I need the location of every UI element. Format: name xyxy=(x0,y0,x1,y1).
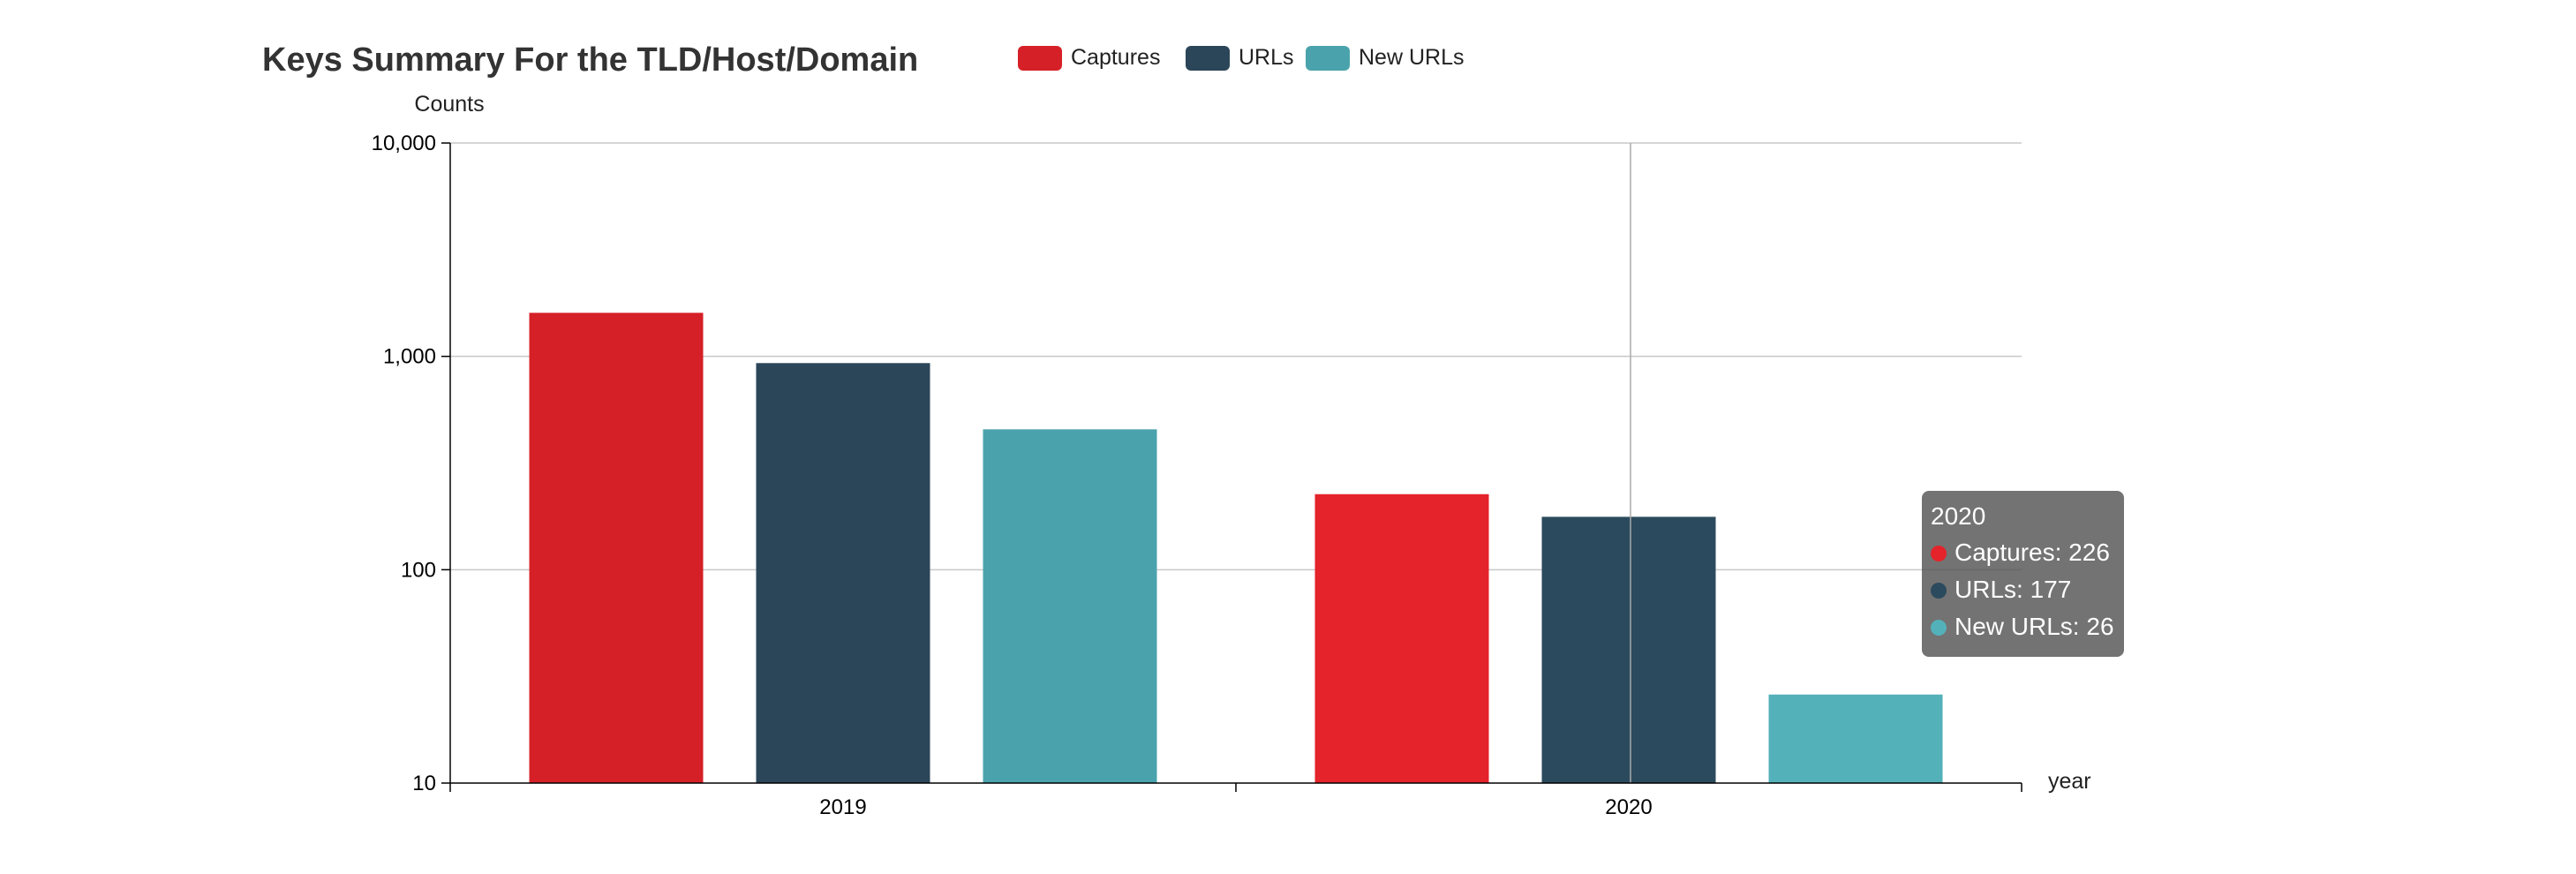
urls-dot-icon xyxy=(1931,583,1947,599)
x-axis-label: year xyxy=(2048,769,2091,794)
y-tick-label-10: 10 xyxy=(412,772,436,795)
axes: 10 100 1,000 10,000 2019 2020 xyxy=(372,132,2022,819)
bar-new-urls-2020[interactable] xyxy=(1768,694,1943,783)
chart-title: Keys Summary For the TLD/Host/Domain xyxy=(262,41,918,79)
x-tick-label-2020: 2020 xyxy=(1605,795,1652,819)
legend-label-urls: URLs xyxy=(1239,45,1294,70)
tooltip-row-urls: URLs: 177 xyxy=(1931,571,2124,608)
legend-swatch-urls xyxy=(1186,46,1230,71)
tooltip-new-urls-text: New URLs: 26 xyxy=(1955,613,2114,640)
legend-swatch-new-urls xyxy=(1306,46,1350,71)
bar-captures-2020[interactable] xyxy=(1314,494,1489,783)
legend-item-new-urls[interactable]: New URLs xyxy=(1306,45,1464,71)
gridlines xyxy=(450,142,2022,571)
tooltip-title: 2020 xyxy=(1931,502,1986,530)
legend-item-urls[interactable]: URLs xyxy=(1186,45,1294,71)
legend[interactable]: Captures URLs New URLs xyxy=(1018,45,1464,71)
y-tick-label-10-000: 10,000 xyxy=(372,132,436,155)
tooltip-urls-text: URLs: 177 xyxy=(1955,576,2072,603)
y-tick-label-100: 100 xyxy=(401,558,436,582)
tooltip-row-captures: Captures: 226 xyxy=(1931,534,2124,571)
captures-dot-icon xyxy=(1931,546,1947,561)
tooltip-captures-text: Captures: 226 xyxy=(1955,539,2110,566)
legend-item-captures[interactable]: Captures xyxy=(1018,45,1160,71)
bar-urls-2020[interactable] xyxy=(1541,516,1716,783)
new-urls-dot-icon xyxy=(1931,620,1947,636)
bars[interactable] xyxy=(529,143,1943,784)
bar-urls-2019[interactable] xyxy=(756,363,930,783)
y-axis-label: Counts xyxy=(414,92,484,117)
legend-swatch-captures xyxy=(1018,46,1062,71)
bar-new-urls-2019[interactable] xyxy=(983,429,1157,783)
legend-label-new-urls: New URLs xyxy=(1359,45,1464,70)
y-tick-label-1-000: 1,000 xyxy=(383,345,436,369)
tooltip-row-new-urls: New URLs: 26 xyxy=(1931,608,2124,645)
bar-captures-2019[interactable] xyxy=(529,313,704,784)
legend-label-captures: Captures xyxy=(1071,45,1160,70)
x-tick-label-2019: 2019 xyxy=(819,795,866,819)
hover-tooltip: 2020 Captures: 226 URLs: 177 New URLs: 2… xyxy=(1922,491,2124,657)
